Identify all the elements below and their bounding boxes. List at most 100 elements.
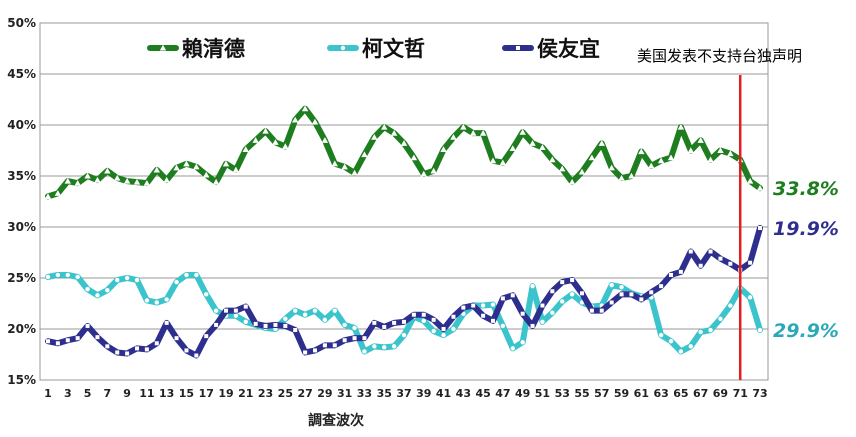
data-point xyxy=(728,303,733,308)
data-point xyxy=(242,146,249,153)
end-label: 19.9% xyxy=(773,218,839,240)
data-point xyxy=(214,322,219,327)
x-tick-label: 49 xyxy=(515,387,530,400)
data-point xyxy=(331,160,338,167)
data-point xyxy=(55,341,60,346)
data-point xyxy=(243,319,248,325)
data-point xyxy=(668,339,674,344)
data-point xyxy=(381,123,388,130)
data-point xyxy=(580,291,584,296)
data-point xyxy=(540,303,545,308)
data-point xyxy=(578,168,586,175)
data-point xyxy=(164,320,169,325)
x-tick-label: 73 xyxy=(752,387,767,400)
x-tick-label: 65 xyxy=(673,387,688,400)
data-point xyxy=(74,179,81,186)
data-point xyxy=(490,302,496,307)
y-tick-label: 15% xyxy=(7,373,36,387)
data-point xyxy=(352,336,357,341)
data-point xyxy=(549,156,556,163)
x-tick-label: 53 xyxy=(555,387,570,400)
x-tick-label: 21 xyxy=(238,387,253,400)
data-point xyxy=(135,346,139,351)
data-point xyxy=(516,46,520,50)
x-tick-label: 7 xyxy=(104,387,112,400)
data-point xyxy=(85,323,90,328)
data-point xyxy=(450,134,457,140)
y-tick-label: 20% xyxy=(7,322,36,336)
data-point xyxy=(94,176,101,183)
data-point xyxy=(183,160,190,167)
data-point xyxy=(390,129,398,136)
data-point xyxy=(54,190,62,196)
data-point xyxy=(608,164,615,171)
data-point xyxy=(292,116,299,123)
data-point xyxy=(619,284,624,290)
data-point xyxy=(313,348,317,353)
data-point xyxy=(115,350,120,355)
x-tick-label: 61 xyxy=(634,387,649,400)
data-point xyxy=(687,147,694,154)
data-point xyxy=(174,336,179,341)
data-point xyxy=(64,177,71,184)
data-point xyxy=(609,282,614,288)
x-tick-label: 5 xyxy=(84,387,92,400)
end-labels: 33.8% 29.9% 19.9% xyxy=(773,178,839,342)
data-point xyxy=(371,134,378,140)
x-tick-label: 63 xyxy=(653,387,668,400)
data-point xyxy=(451,314,456,319)
data-point xyxy=(84,172,91,179)
x-tick-label: 33 xyxy=(357,387,372,400)
data-point xyxy=(283,323,288,328)
data-point xyxy=(293,328,298,333)
data-point xyxy=(340,45,346,51)
data-point xyxy=(431,328,436,334)
data-point xyxy=(491,318,495,323)
data-point xyxy=(529,140,536,146)
x-tick-label: 47 xyxy=(495,387,510,400)
data-point xyxy=(658,332,664,338)
data-point xyxy=(746,177,754,184)
data-point xyxy=(45,274,51,280)
data-point xyxy=(402,319,406,324)
data-point xyxy=(173,164,180,171)
legend-label: 侯友宜 xyxy=(537,37,600,61)
x-tick-label: 23 xyxy=(258,387,273,400)
data-point xyxy=(570,278,575,283)
data-point xyxy=(401,332,407,338)
data-point xyxy=(589,308,594,313)
data-point xyxy=(559,165,566,172)
data-point xyxy=(134,277,140,283)
data-point xyxy=(352,325,357,331)
series-group xyxy=(44,105,764,359)
series-3 xyxy=(45,225,763,359)
data-point xyxy=(550,289,555,294)
x-axis-label: 調查波次 xyxy=(308,412,364,429)
data-point xyxy=(688,249,693,254)
data-point xyxy=(144,298,150,303)
data-point xyxy=(302,312,308,317)
data-point xyxy=(311,118,319,125)
data-point xyxy=(550,310,555,315)
data-point xyxy=(599,308,604,313)
data-point xyxy=(420,170,427,177)
data-point xyxy=(460,123,467,130)
x-tick-label: 29 xyxy=(317,387,332,400)
data-point xyxy=(639,297,644,302)
x-tick-label: 41 xyxy=(436,387,451,400)
data-point xyxy=(95,335,100,340)
data-point xyxy=(204,292,209,297)
data-point xyxy=(123,177,131,184)
data-point xyxy=(747,295,753,300)
data-point xyxy=(461,305,466,310)
data-point xyxy=(105,288,110,293)
legend-entry: 侯友宜 xyxy=(502,37,600,61)
data-point xyxy=(530,283,535,289)
data-point xyxy=(560,280,565,285)
data-point xyxy=(510,293,515,298)
x-tick-label: 51 xyxy=(535,387,550,400)
data-point xyxy=(382,345,387,350)
data-point xyxy=(184,272,189,278)
data-point xyxy=(233,308,238,313)
